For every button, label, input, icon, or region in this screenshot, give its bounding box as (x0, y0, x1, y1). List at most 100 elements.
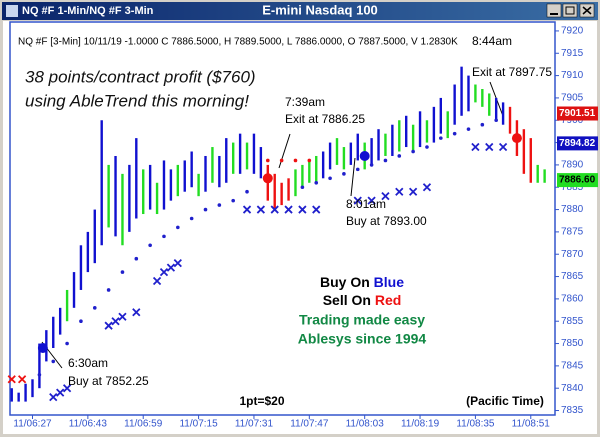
x-tick-label: 11/08:51 (512, 419, 551, 430)
x-tick-label: 11/07:15 (179, 419, 218, 430)
chart-title: E-mini Nasdaq 100 (262, 2, 378, 17)
y-tick-label: 7865 (561, 271, 584, 282)
stop-cross (111, 317, 120, 326)
y-tick-label: 7915 (561, 48, 584, 59)
annotation: 6:30am (68, 356, 108, 370)
note: using AbleTrend this morning! (25, 91, 249, 110)
stop-cross (132, 308, 141, 317)
stop-dot (480, 122, 485, 127)
stop-dot (65, 341, 69, 346)
stop-dot (452, 131, 457, 136)
stop-dot (293, 158, 298, 163)
annotation: Exit at 7897.75 (472, 65, 552, 79)
y-tick-label: 7885 (561, 182, 584, 193)
annotation: Buy at 7852.25 (68, 374, 149, 388)
stop-dot (148, 243, 152, 248)
stop-dot (307, 158, 312, 163)
maximize-button[interactable] (562, 3, 578, 18)
arrow (350, 157, 356, 197)
plot-frame (9, 21, 556, 416)
stop-dot (120, 270, 125, 274)
stop-dot (328, 176, 332, 181)
stop-dot (397, 154, 402, 158)
y-tick-label: 7840 (561, 383, 584, 394)
stop-dot (231, 198, 235, 203)
stop-dot (217, 203, 222, 207)
y-tick-label: 7855 (561, 316, 584, 327)
signal (37, 343, 48, 354)
y-tick-label: 7920 (561, 26, 584, 37)
slogan: Ablesys since 1994 (298, 331, 427, 347)
y-tick-label: 7850 (561, 338, 584, 349)
y-tick-label: 7875 (561, 227, 584, 238)
x-tick-label: 11/08:03 (346, 419, 385, 430)
slogan: Sell On Red (323, 292, 402, 308)
y-tick-label: 7870 (561, 249, 584, 260)
stop-cross (173, 259, 182, 268)
minimize-button[interactable] (546, 3, 562, 18)
stop-cross (312, 205, 321, 214)
stop-dot (300, 185, 305, 190)
price-label: 7886.60 (559, 175, 596, 186)
stop-dot (439, 136, 443, 140)
stop-dot (203, 207, 208, 212)
stop-dot (189, 216, 194, 221)
app-icon (6, 5, 18, 17)
stop-dot (342, 172, 346, 176)
stop-dot (314, 180, 319, 185)
price-label-box (557, 136, 598, 151)
stop-dot (466, 127, 471, 131)
stop-dot (176, 225, 180, 230)
stop-cross (471, 142, 480, 152)
stop-cross (422, 183, 432, 192)
annotation: 8:01am (346, 197, 386, 211)
y-tick-label: 7905 (561, 93, 584, 104)
icon (582, 6, 592, 15)
stop-dot (245, 189, 249, 194)
stop-cross (353, 196, 362, 205)
y-tick-label: 7910 (561, 70, 584, 81)
x-tick-label: 11/08:19 (401, 419, 440, 430)
stop-dot (355, 167, 360, 172)
icon (565, 6, 575, 15)
y-tick-label: 7845 (561, 361, 584, 372)
stop-cross (256, 205, 266, 214)
slogan-part: Blue (374, 274, 405, 290)
signal (262, 173, 273, 184)
stop-cross (367, 196, 376, 205)
stop-cross (17, 375, 27, 384)
stop-cross (242, 205, 252, 214)
stop-dot (494, 118, 498, 123)
stop-dot (51, 359, 56, 364)
window-buttons[interactable] (546, 3, 595, 18)
y-tick-label: 7890 (561, 160, 584, 171)
stop-cross (270, 205, 279, 214)
x-tick-label: 11/06:59 (124, 419, 163, 430)
footer-note: (Pacific Time) (466, 394, 544, 408)
arrow (278, 133, 291, 169)
stop-cross (381, 192, 390, 201)
stop-dot (279, 158, 284, 163)
stop-cross (118, 312, 127, 321)
stop-dot (134, 256, 139, 261)
stop-dot (106, 288, 111, 292)
stop-cross (408, 187, 418, 196)
annotation: 7:39am (285, 95, 325, 109)
slogan-part: Sell On (323, 292, 371, 308)
window-title: NQ #F 1-Min/NQ #F 3-Min (22, 5, 154, 17)
annotation: 8:44am (472, 34, 512, 48)
x-tick-label: 11/07:31 (235, 419, 274, 430)
stop-cross (152, 276, 162, 286)
header-line: NQ #F [3-Min] 10/11/19 -1.0000 C 7886.50… (18, 37, 458, 48)
stop-dot (92, 306, 97, 310)
stop-dot (369, 163, 374, 167)
y-tick-label: 7860 (561, 294, 584, 305)
price-label: 7901.51 (559, 108, 596, 119)
stop-cross (166, 263, 176, 272)
annotation: Buy at 7893.00 (346, 214, 427, 228)
slogan-part: Buy On (320, 274, 370, 290)
stop-dot (37, 373, 42, 377)
stop-cross (104, 321, 113, 330)
stop-cross (62, 384, 72, 393)
